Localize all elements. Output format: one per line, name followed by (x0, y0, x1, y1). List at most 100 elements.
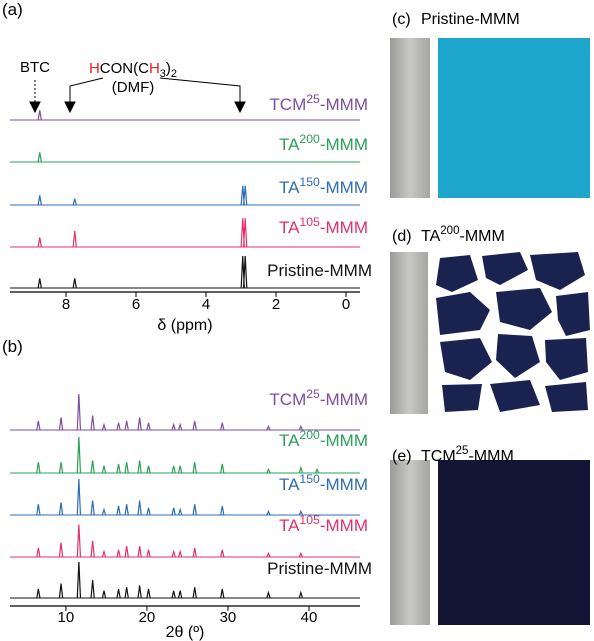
peak (101, 590, 107, 599)
peak (146, 465, 151, 474)
peak (37, 110, 42, 121)
label-part: Pristine-MMM (267, 559, 372, 578)
peak (101, 507, 107, 516)
peak (171, 422, 176, 431)
formula-part: 2 (171, 68, 177, 80)
peak (298, 590, 304, 599)
label-sup: 150 (299, 175, 320, 189)
peak (266, 551, 271, 558)
label: TCM25-MMM (269, 387, 368, 409)
label-part: -MMM (320, 475, 368, 494)
x-tick-label: 6 (132, 296, 140, 313)
peak (177, 507, 183, 516)
label-sup: 25 (306, 387, 320, 401)
peak (137, 460, 142, 474)
peak (58, 542, 64, 558)
peak (116, 588, 121, 599)
annotation-arrows (29, 77, 246, 114)
peak (124, 546, 129, 558)
peak (192, 504, 197, 516)
label: TA200-MMM (279, 428, 368, 450)
panel-label: (a) (2, 0, 23, 19)
peak (36, 588, 41, 599)
label: Pristine-MMM (267, 559, 372, 578)
peak (220, 463, 225, 474)
peak (171, 507, 176, 516)
formula-part: ) (166, 60, 171, 77)
peak (192, 462, 197, 474)
label-part: -MMM (320, 390, 368, 409)
label-part: -MMM (320, 135, 368, 154)
peak (116, 422, 121, 431)
peak (36, 504, 41, 516)
x-tick-label: 0 (342, 296, 350, 313)
peak (58, 417, 64, 431)
label-sup: 200 (299, 132, 320, 146)
peak (177, 422, 183, 431)
label-part: -MMM (320, 516, 368, 535)
peak (220, 588, 225, 599)
label-part: Pristine-MMM (267, 261, 372, 280)
x-tick-label: 30 (220, 609, 237, 626)
label-part: TCM (269, 95, 306, 114)
label-part: -MMM (468, 448, 513, 465)
label-sup: 200 (440, 225, 459, 237)
peak (124, 587, 129, 599)
peak (146, 422, 151, 431)
peak (90, 460, 95, 474)
label-part: TA (279, 135, 300, 154)
peak (76, 436, 82, 474)
photo-c (390, 38, 590, 198)
peak (220, 505, 225, 516)
label: TA150-MMM (279, 175, 368, 197)
peak (90, 579, 95, 599)
peak (76, 393, 82, 431)
x-tick-label: 20 (139, 609, 156, 626)
peak (177, 590, 183, 599)
peak (72, 198, 77, 206)
peak (72, 278, 77, 289)
peak (171, 549, 176, 558)
formula-part: H (89, 60, 100, 77)
peak (36, 462, 41, 474)
label: TA150-MMM (279, 472, 368, 494)
peak (76, 478, 82, 516)
label-sup: 25 (456, 445, 469, 457)
peak (220, 422, 225, 431)
x-tick-label: 2 (272, 296, 280, 313)
peak (314, 467, 320, 474)
label-part: -MMM (459, 228, 504, 245)
peak (192, 587, 197, 599)
annotation-btc: BTC (20, 59, 50, 76)
peak (58, 583, 64, 599)
label-part: -MMM (320, 95, 368, 114)
peak (124, 462, 129, 474)
peak (192, 420, 197, 431)
peak (243, 255, 248, 289)
peak (36, 420, 41, 431)
annotation-dmf: (DMF) (112, 79, 154, 96)
formula-part: 3 (160, 68, 166, 80)
peak (37, 152, 42, 163)
photo-label: (e) (392, 448, 412, 465)
peak (137, 585, 142, 599)
peak (124, 420, 129, 431)
x-axis-label: 2θ (º) (166, 624, 205, 641)
label: TCM25-MMM (421, 445, 514, 465)
peak (298, 465, 304, 474)
peak (220, 549, 225, 558)
label-part: Pristine-MMM (421, 11, 520, 28)
label: TCM25-MMM (269, 92, 368, 114)
peak (37, 278, 42, 289)
peak (76, 561, 82, 599)
label-part: TA (279, 475, 300, 494)
label-part: TCM (421, 448, 456, 465)
label-part: TA (279, 218, 300, 237)
peak (146, 507, 151, 516)
x-tick-label: 4 (202, 296, 210, 313)
annotation-formula: HCON(CH3)2 (89, 60, 177, 80)
peak (177, 465, 183, 474)
photo-label: (c) (392, 11, 411, 28)
peak (243, 218, 248, 248)
